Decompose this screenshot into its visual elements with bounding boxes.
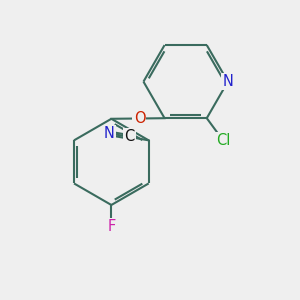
Text: O: O [134,111,145,126]
Text: Cl: Cl [216,133,230,148]
Text: F: F [107,219,116,234]
Text: N: N [222,74,233,89]
Text: N: N [104,126,115,141]
Text: C: C [124,130,135,145]
